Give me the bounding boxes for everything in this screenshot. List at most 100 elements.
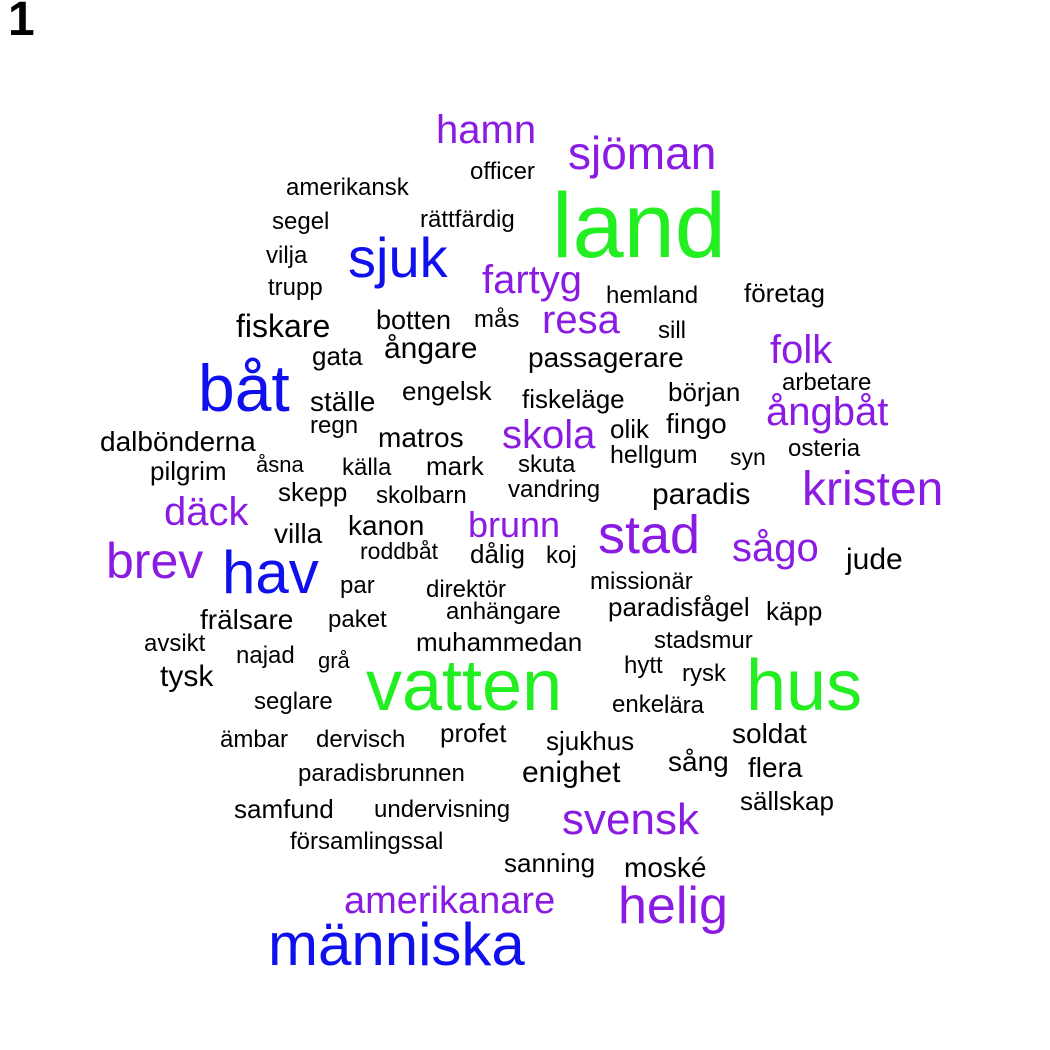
word-62: roddbåt (360, 538, 439, 564)
word-14: kristen (802, 463, 944, 516)
word-95: samfund (234, 794, 334, 824)
word-61: kanon (348, 510, 425, 541)
word-46: olik (610, 414, 650, 444)
word-3: båt (198, 351, 290, 425)
word-93: enighet (522, 756, 621, 789)
word-7: hamn (436, 108, 537, 152)
word-37: passagerare (528, 342, 684, 373)
word-76: grå (318, 648, 350, 673)
word-33: mås (474, 306, 520, 333)
word-30: företag (744, 278, 825, 308)
word-99: moské (624, 852, 707, 883)
word-29: hemland (606, 282, 699, 309)
word-35: gata (312, 341, 363, 371)
word-57: skolbarn (376, 482, 467, 509)
word-77: muhammedan (416, 627, 583, 657)
word-27: vilja (266, 242, 308, 269)
word-38: arbetare (782, 369, 872, 396)
word-78: stadsmur (654, 627, 753, 654)
word-25: segel (272, 208, 330, 235)
word-15: däck (164, 490, 249, 534)
word-69: frälsare (200, 604, 294, 635)
word-67: direktör (426, 576, 507, 603)
word-68: missionär (590, 568, 693, 595)
word-50: källa (342, 454, 392, 481)
word-81: rysk (682, 660, 726, 687)
word-19: brev (106, 533, 204, 589)
word-85: ämbar (220, 726, 289, 753)
word-43: dalbönderna (100, 426, 256, 457)
word-55: osteria (788, 435, 861, 462)
word-89: soldat (732, 718, 807, 749)
word-80: hytt (624, 652, 663, 679)
word-12: ångbåt (766, 390, 889, 434)
word-2: hus (746, 646, 863, 726)
word-4: hav (222, 539, 319, 606)
word-36: ångare (384, 332, 478, 365)
word-65: jude (846, 543, 903, 576)
word-92: paradisbrunnen (298, 760, 465, 787)
word-28: trupp (268, 274, 323, 301)
panel-label: 1 (8, 0, 35, 46)
word-18: sågo (732, 526, 819, 570)
word-52: skuta (518, 451, 576, 478)
word-22: helig (618, 877, 728, 935)
word-88: sjukhus (546, 726, 635, 756)
word-23: officer (470, 158, 535, 185)
word-13: skola (502, 413, 596, 457)
word-66: par (340, 572, 375, 599)
word-21: amerikanare (344, 880, 556, 922)
word-53: hellgum (610, 441, 698, 469)
word-59: paradis (652, 478, 751, 511)
word-97: församlingssal (290, 828, 444, 855)
word-82: seglare (254, 688, 333, 715)
word-9: fartyg (482, 258, 583, 302)
word-86: dervisch (316, 726, 406, 753)
word-64: koj (546, 542, 577, 569)
word-26: rättfärdig (420, 206, 515, 233)
word-48: pilgrim (150, 456, 227, 486)
word-71: anhängare (446, 598, 561, 625)
word-1: vatten (366, 646, 563, 726)
word-32: botten (376, 305, 452, 335)
word-41: fiskeläge (522, 384, 625, 414)
word-0: land (552, 175, 726, 277)
word-20: svensk (562, 795, 699, 844)
word-42: början (668, 377, 741, 407)
word-73: käpp (766, 596, 823, 626)
word-24: amerikansk (286, 174, 409, 201)
word-56: skepp (278, 477, 348, 507)
word-17: stad (598, 505, 701, 565)
word-16: brunn (468, 504, 561, 545)
word-74: avsikt (144, 630, 206, 657)
word-54: syn (730, 444, 766, 470)
word-91: flera (748, 752, 803, 783)
word-79: tysk (160, 660, 214, 693)
word-31: fiskare (236, 308, 331, 344)
word-84: lära (664, 692, 705, 719)
word-39: ställe (310, 386, 376, 417)
word-11: folk (770, 328, 833, 372)
word-40: engelsk (402, 376, 492, 406)
word-44: regn (310, 412, 359, 439)
word-90: sång (668, 746, 729, 777)
word-94: sällskap (740, 786, 834, 816)
word-58: vandring (508, 476, 601, 503)
word-49: åsna (256, 452, 304, 477)
word-63: dålig (470, 539, 525, 569)
word-70: paket (328, 606, 387, 633)
word-5: sjuk (348, 226, 448, 289)
word-75: najad (236, 642, 295, 669)
word-83: enkel (612, 691, 670, 718)
word-47: fingo (666, 408, 727, 439)
word-45: matros (378, 422, 464, 453)
word-34: sill (658, 317, 686, 344)
word-98: sanning (504, 848, 596, 878)
word-87: profet (440, 718, 507, 748)
word-10: resa (542, 298, 620, 342)
word-8: sjöman (568, 127, 717, 179)
word-96: undervisning (374, 796, 511, 823)
word-6: människa (268, 911, 525, 978)
word-51: mark (426, 451, 484, 481)
